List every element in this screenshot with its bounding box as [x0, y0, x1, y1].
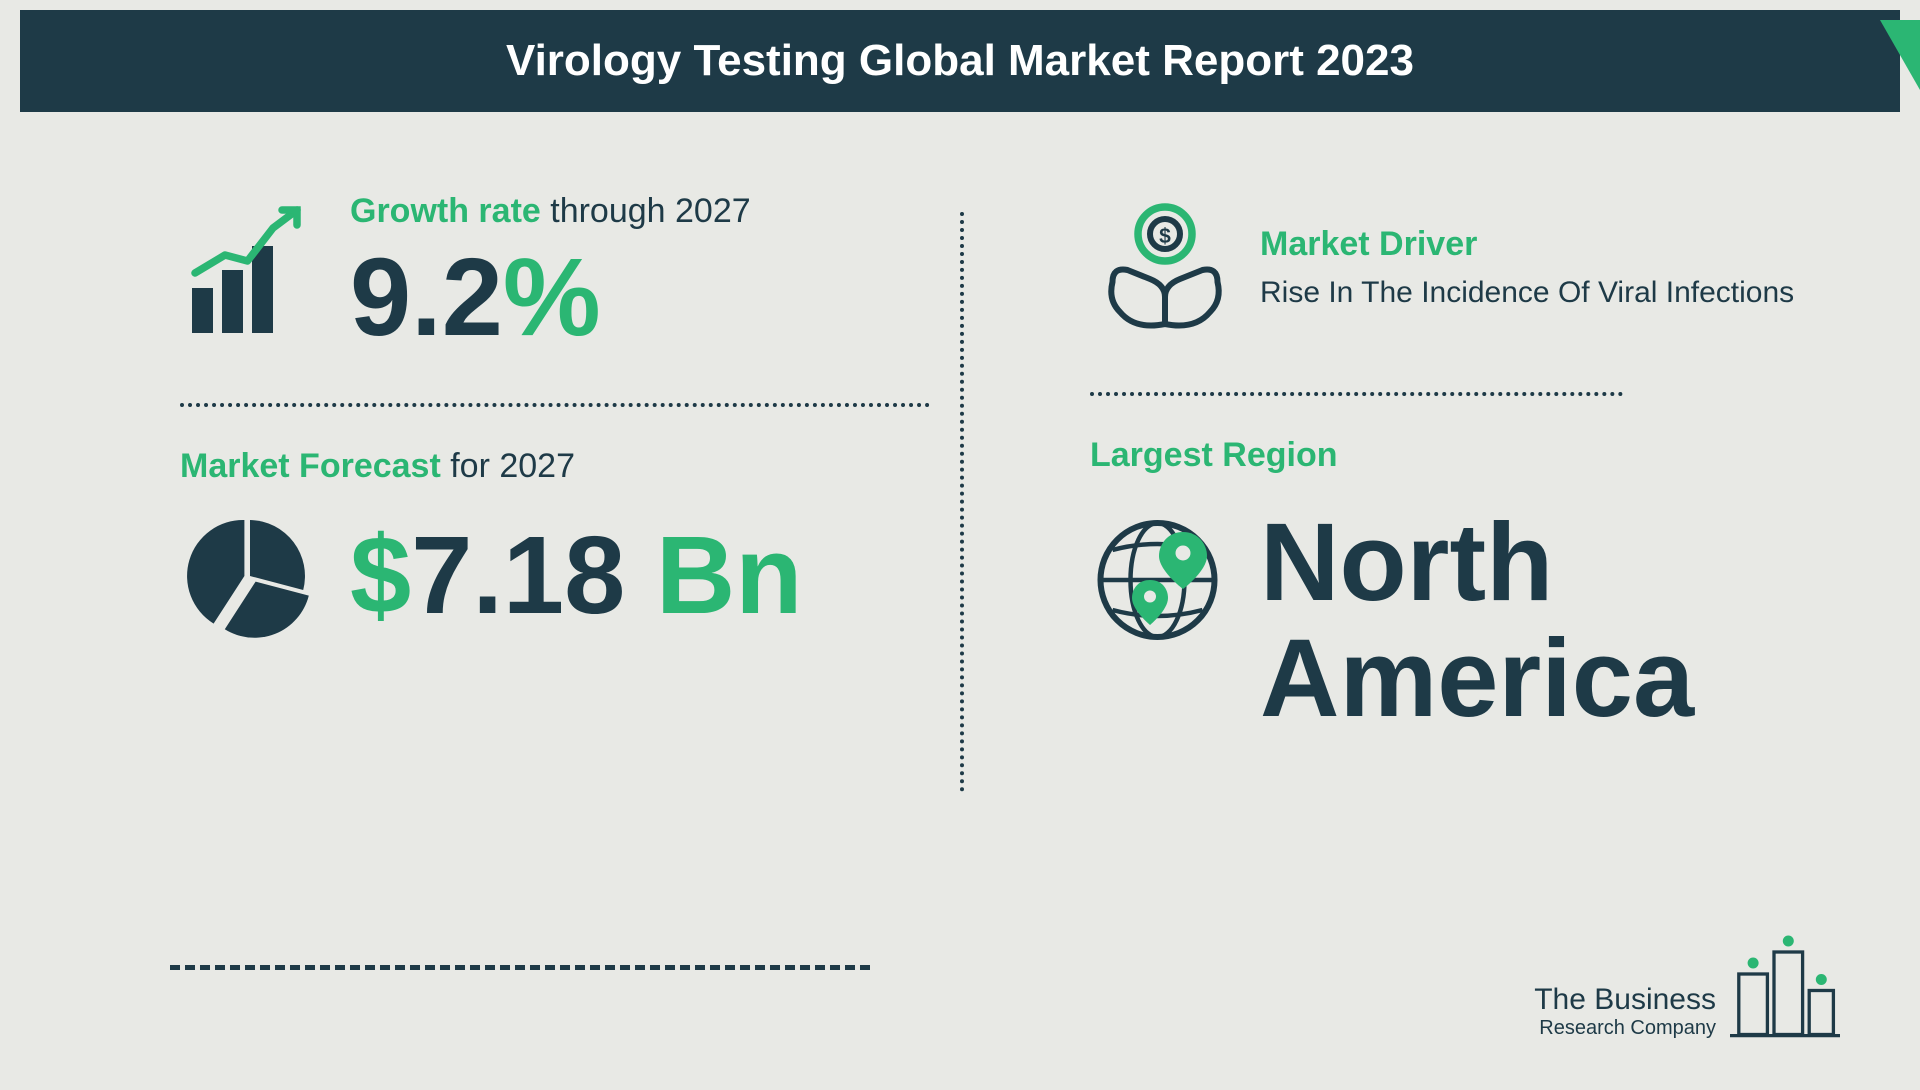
driver-label: Market Driver	[1260, 225, 1800, 264]
driver-text: Rise In The Incidence Of Viral Infection…	[1260, 276, 1800, 310]
corner-accent	[1880, 20, 1920, 90]
vertical-divider	[960, 212, 964, 792]
growth-value: 9.2%	[350, 243, 930, 353]
report-title: Virology Testing Global Market Report 20…	[506, 36, 1414, 85]
dashed-bottom-divider	[170, 965, 870, 970]
logo-line2: Research Company	[1534, 1017, 1716, 1040]
forecast-value: $7.18 Bn	[350, 521, 930, 631]
growth-section: Growth rate through 2027 9.2%	[180, 192, 930, 353]
report-title-bar: Virology Testing Global Market Report 20…	[20, 10, 1900, 112]
region-label: Largest Region	[1090, 436, 1800, 475]
svg-text:$: $	[1159, 225, 1171, 248]
pie-chart-icon	[180, 506, 350, 646]
dotted-divider	[180, 403, 930, 407]
forecast-label: Market Forecast for 2027	[180, 447, 930, 486]
region-value: North America	[1260, 505, 1800, 736]
growth-chart-icon	[180, 198, 350, 348]
logo-line1: The Business	[1534, 983, 1716, 1017]
dotted-divider	[1090, 392, 1623, 396]
forecast-section: Market Forecast for 2027 $7.18 Bn	[180, 447, 930, 646]
logo-buildings-icon	[1730, 930, 1840, 1040]
left-column: Growth rate through 2027 9.2% Market For…	[180, 192, 990, 786]
globe-pin-icon	[1090, 505, 1260, 655]
hands-coin-icon: $	[1090, 192, 1260, 342]
company-logo: The Business Research Company	[1534, 930, 1840, 1040]
right-column: $ Market Driver Rise In The Incidence Of…	[990, 192, 1800, 786]
growth-label: Growth rate through 2027	[350, 192, 930, 231]
region-section: Largest Region	[1090, 436, 1800, 736]
content-area: Growth rate through 2027 9.2% Market For…	[0, 112, 1920, 786]
driver-section: $ Market Driver Rise In The Incidence Of…	[1090, 192, 1800, 342]
